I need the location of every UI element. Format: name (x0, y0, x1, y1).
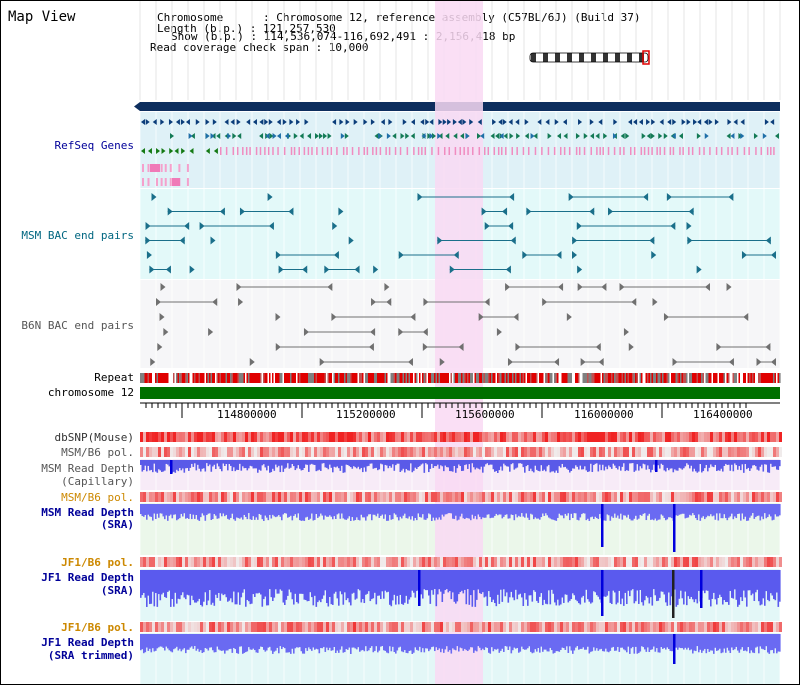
map-view-title: Map View (8, 9, 76, 25)
b6n-bac-features[interactable] (150, 283, 776, 366)
msm-b6-pol-label[interactable]: MSM/B6 pol. (61, 446, 134, 459)
jf1-sra-label[interactable]: JF1 Read Depth (41, 571, 134, 584)
jf1-sra-sublabel: (SRA) (100, 584, 134, 597)
repeat-label: Repeat (94, 371, 134, 384)
ruler-tick-label: 116400000 (693, 408, 753, 421)
chromosome-ideogram[interactable] (529, 50, 650, 65)
ruler-tick-label: 115200000 (336, 408, 396, 421)
header-grid (139, 0, 781, 100)
length-info: Length (b.p.) : 121,257,530 (157, 22, 336, 35)
msm-capillary-label[interactable]: MSM Read Depth (41, 462, 134, 475)
ruler-tick-label: 116000000 (574, 408, 634, 421)
jf1-b6-pol-2-label[interactable]: JF1/B6 pol. (61, 621, 134, 634)
coordinate-ruler (140, 402, 780, 418)
msm-b6-pol-2-label[interactable]: MSM/B6 pol. (61, 491, 134, 504)
b6n-bac-label[interactable]: B6N BAC end pairs (21, 319, 134, 332)
depth-tracks[interactable] (140, 460, 781, 664)
ruler-tick-label: 114800000 (217, 408, 277, 421)
jf1-trimmed-sublabel: (SRA trimmed) (47, 649, 134, 662)
jf1-trimmed-label[interactable]: JF1 Read Depth (41, 636, 134, 649)
refseq-genes-label[interactable]: RefSeq Genes (54, 139, 134, 152)
repeat-track[interactable] (140, 373, 781, 383)
coverage-span-info: Read coverage check span : 10,000 (150, 41, 369, 54)
heat-tracks[interactable] (140, 432, 782, 632)
msm-sra-label[interactable]: MSM Read Depth (41, 506, 134, 519)
msm-bac-label[interactable]: MSM BAC end pairs (21, 229, 134, 242)
dbsnp-label[interactable]: dbSNP(Mouse) (54, 431, 134, 444)
msm-bac-features[interactable] (145, 193, 776, 274)
refseq-features[interactable] (141, 119, 780, 186)
ruler-tick-label: 115600000 (455, 408, 515, 421)
msm-sra-sublabel: (SRA) (100, 518, 134, 531)
chromosome-band[interactable] (140, 387, 780, 399)
jf1-b6-pol-label[interactable]: JF1/B6 pol. (61, 556, 134, 569)
msm-capillary-sublabel: (Capillary) (61, 475, 134, 488)
chromosome-label: chromosome 12 (47, 386, 134, 399)
